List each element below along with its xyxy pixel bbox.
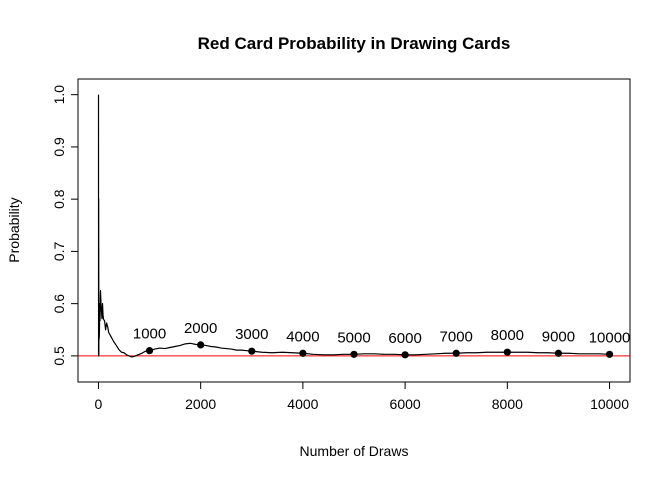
data-point — [145, 347, 154, 355]
y-axis-label: Probability — [6, 197, 22, 262]
data-point-label: 9000 — [542, 328, 575, 345]
data-point-label: 5000 — [337, 329, 370, 346]
series-line — [97, 94, 610, 358]
data-point-label: 4000 — [286, 328, 319, 345]
data-point-label: 1000 — [133, 326, 166, 343]
data-point — [401, 351, 409, 359]
y-tick-label: 1.0 — [51, 85, 67, 105]
x-tick-label: 8000 — [492, 396, 523, 412]
data-point-label: 2000 — [184, 320, 217, 337]
data-point-label: 6000 — [388, 330, 421, 347]
x-tick-label: 2000 — [185, 396, 216, 412]
y-tick-label: 0.5 — [51, 346, 67, 366]
plot-area: 1000 2000 3000 4000 5000 6000 7000 8000 9000 1000… — [78, 94, 631, 359]
y-tick-label: 0.6 — [51, 294, 67, 314]
x-axis: 0 2000 4000 6000 8000 10000 — [95, 381, 629, 412]
y-axis: 0.5 0.6 0.7 0.8 0.9 1.0 — [51, 85, 79, 366]
data-point — [554, 349, 563, 357]
data-point — [503, 348, 511, 356]
x-tick-label: 0 — [95, 396, 103, 412]
data-point — [605, 350, 614, 358]
data-point — [452, 349, 460, 357]
y-tick-label: 0.8 — [51, 189, 67, 209]
y-tick-label: 0.9 — [51, 137, 67, 157]
x-tick-label: 6000 — [390, 396, 421, 412]
data-point — [197, 341, 205, 349]
x-tick-label: 4000 — [287, 396, 318, 412]
data-point-label: 8000 — [491, 327, 524, 344]
data-point-label: 3000 — [235, 326, 268, 343]
chart-title: Red Card Probability in Drawing Cards — [198, 34, 511, 53]
data-point — [350, 350, 358, 358]
x-axis-label: Number of Draws — [300, 443, 409, 459]
data-point — [299, 349, 307, 357]
x-tick-label: 10000 — [590, 396, 629, 412]
y-tick-label: 0.7 — [51, 241, 67, 261]
data-point-label: 7000 — [440, 328, 473, 345]
data-point — [248, 347, 256, 355]
data-point-label: 10000 — [589, 329, 631, 346]
